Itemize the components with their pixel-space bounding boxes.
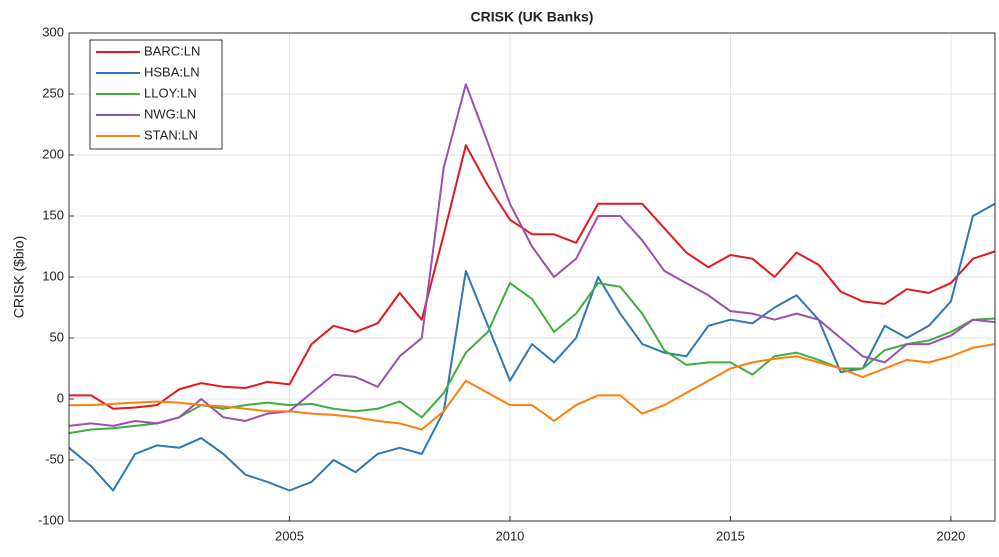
y-tick-label: 150: [42, 207, 64, 222]
chart-title: CRISK (UK Banks): [471, 9, 594, 25]
y-tick-label: -100: [38, 512, 64, 527]
x-tick-label: 2005: [275, 528, 304, 543]
series-line: [68, 83, 996, 427]
y-tick-label: 200: [42, 146, 64, 161]
legend-label: BARC:LN: [144, 43, 200, 58]
series-line: [68, 202, 996, 492]
legend-label: NWG:LN: [144, 106, 196, 121]
y-tick-label: 0: [57, 390, 64, 405]
series-line: [69, 144, 996, 410]
x-tick-label: 2010: [495, 528, 524, 543]
series-line: [69, 343, 996, 431]
y-tick-label: 250: [42, 85, 64, 100]
lines: [68, 83, 996, 492]
y-tick-label: 300: [42, 24, 64, 39]
x-tick-label: 2020: [936, 528, 965, 543]
y-tick-label: 50: [50, 329, 64, 344]
legend-label: HSBA:LN: [144, 64, 200, 79]
y-axis-label: CRISK ($bio): [11, 236, 27, 318]
y-tick-label: 100: [42, 268, 64, 283]
x-tick-label: 2015: [716, 528, 745, 543]
legend: BARC:LN HSBA:LN LLOY:LN NWG:LN STAN:LN: [89, 39, 223, 150]
legend-label: STAN:LN: [144, 127, 198, 142]
legend-label: LLOY:LN: [144, 85, 197, 100]
y-tick-label: -50: [45, 451, 64, 466]
